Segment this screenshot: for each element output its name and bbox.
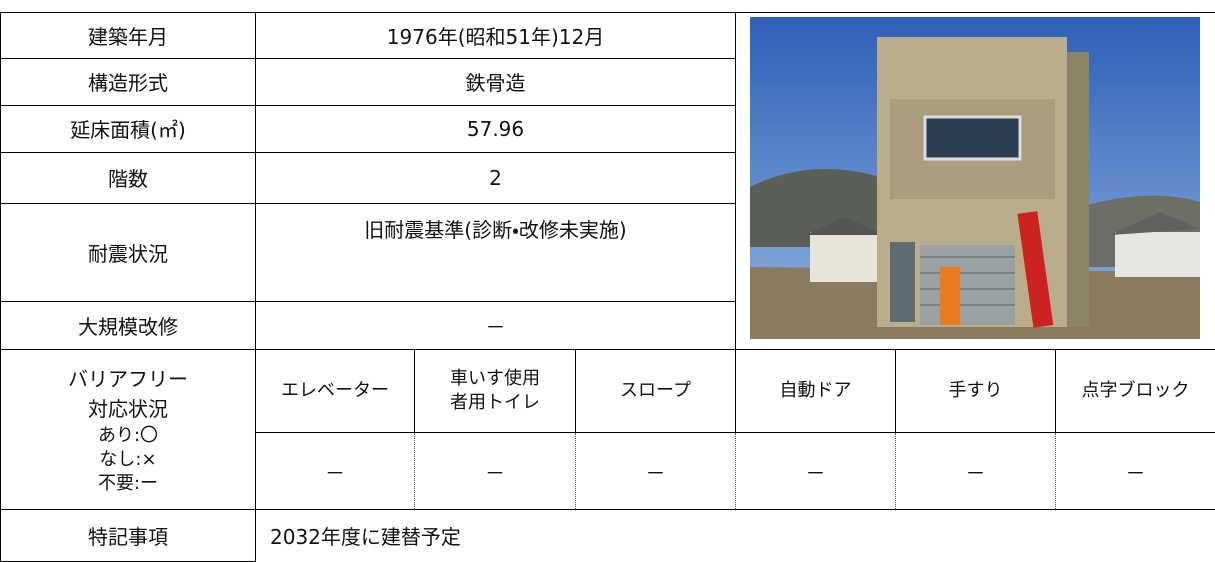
row-value: 57.96 bbox=[254, 104, 737, 153]
barrier-item: 車いす使用者用トイレ bbox=[450, 368, 540, 413]
building-photo bbox=[750, 17, 1201, 339]
barrier-status: － bbox=[574, 432, 737, 510]
barrier-legend: あり:〇 bbox=[97, 424, 159, 446]
barrier-item: エレベーター bbox=[255, 349, 415, 433]
notes-value: 2032年度に建替予定 bbox=[254, 509, 1215, 562]
facility-table: 建築年月 1976年(昭和51年)12月 構造形式 鉄骨造 延床面積(㎡) 57.9… bbox=[0, 11, 1215, 562]
barrier-legend: 不要:ー bbox=[97, 472, 159, 494]
row-label: 延床面積(㎡) bbox=[0, 104, 256, 153]
row-label: 建築年月 bbox=[0, 11, 256, 60]
barrier-label: 対応状況 bbox=[88, 396, 168, 421]
barrier-item: スロープ bbox=[574, 349, 737, 433]
row-value: 2 bbox=[254, 151, 737, 205]
row-value: － bbox=[254, 300, 737, 351]
barrier-item: 点字ブロック bbox=[1055, 349, 1215, 433]
barrier-label-cell: バリアフリー 対応状況 あり:〇 なし:× 不要:ー bbox=[0, 349, 256, 510]
barrier-label: バリアフリー bbox=[68, 366, 188, 391]
barrier-status: － bbox=[735, 432, 897, 510]
row-label: 耐震状況 bbox=[0, 203, 256, 302]
row-value: 旧耐震基準(診断・改修未実施) bbox=[254, 203, 737, 302]
row-label: 構造形式 bbox=[0, 58, 256, 106]
row-value: 1976年(昭和51年)12月 bbox=[254, 11, 737, 60]
barrier-status: － bbox=[895, 432, 1057, 510]
barrier-item: 自動ドア bbox=[735, 349, 897, 433]
photo-cell bbox=[735, 12, 1215, 350]
barrier-status: － bbox=[414, 432, 576, 510]
barrier-status: － bbox=[1055, 432, 1215, 510]
barrier-item-cell: 車いす使用者用トイレ bbox=[414, 349, 576, 433]
barrier-legend: なし:× bbox=[99, 448, 157, 470]
barrier-item: 手すり bbox=[895, 349, 1057, 433]
row-label: 大規模改修 bbox=[0, 300, 256, 351]
notes-label: 特記事項 bbox=[0, 509, 256, 562]
barrier-status: － bbox=[255, 432, 415, 510]
row-value: 鉄骨造 bbox=[254, 58, 737, 106]
row-label: 階数 bbox=[0, 151, 256, 205]
